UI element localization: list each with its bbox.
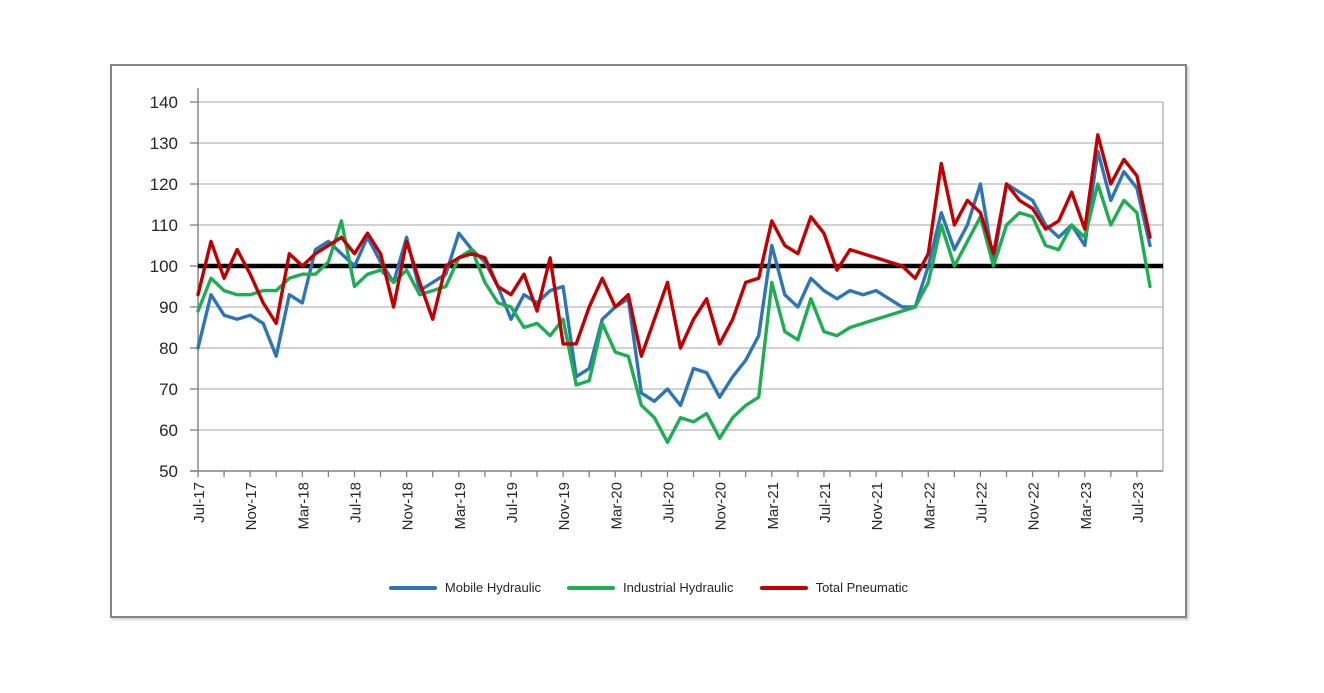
x-axis-label: Mar-20	[608, 482, 625, 530]
legend-line-swatch-mobile-hydraulic	[388, 585, 437, 590]
x-axis-label: Jul-18	[347, 482, 364, 523]
legend-label-mobile-hydraulic: Mobile Hydraulic	[444, 580, 542, 595]
legend-item-industrial-hydraulic: Industrial Hydraulic	[567, 580, 734, 595]
y-axis-label: 120	[150, 175, 178, 194]
x-axis-label: Nov-19	[556, 482, 573, 530]
series-line-industrial-hydraulic	[196, 182, 1152, 444]
x-axis-label: Nov-21	[869, 482, 886, 530]
x-axis-label: Nov-17	[243, 482, 260, 530]
y-axis-label: 50	[159, 462, 178, 481]
y-axis-label: 100	[150, 257, 178, 276]
y-axis-label: 130	[150, 134, 178, 153]
legend-line-swatch-total-pneumatic	[759, 585, 808, 590]
legend-label-industrial-hydraulic: Industrial Hydraulic	[623, 580, 734, 595]
y-axis-label: 70	[159, 380, 178, 399]
chart-frame: 50 60 70 80 90 100 110 120 130 140 Jul-17 Nov-17 Mar…	[110, 64, 1187, 618]
legend-line-swatch-industrial-hydraulic	[567, 585, 616, 590]
legend-item-total-pneumatic: Total Pneumatic	[759, 580, 909, 595]
x-axis-label: Nov-22	[1026, 482, 1043, 530]
legend-item-mobile-hydraulic: Mobile Hydraulic	[388, 580, 542, 595]
x-axis-label: Jul-23	[1130, 482, 1147, 523]
series-line-total-pneumatic	[196, 133, 1152, 358]
x-axis-label: Mar-22	[921, 482, 938, 530]
x-axis-label: Mar-21	[765, 482, 782, 530]
x-axis-label: Jul-21	[817, 482, 834, 523]
y-axis-label: 80	[159, 339, 178, 358]
x-axis-label: Jul-20	[660, 482, 677, 523]
x-axis-label: Mar-18	[295, 482, 312, 530]
x-axis-label: Nov-18	[400, 482, 417, 530]
x-axis-label: Nov-20	[713, 482, 730, 530]
x-axis-label: Jul-17	[191, 482, 208, 523]
y-axis-label: 90	[159, 298, 178, 317]
y-axis-label: 140	[150, 93, 178, 112]
x-axis-label: Mar-23	[1078, 482, 1095, 530]
line-chart-plot-area: 50 60 70 80 90 100 110 120 130 140 Jul-17 Nov-17 Mar…	[150, 88, 1164, 530]
x-axis-label: Jul-22	[973, 482, 990, 523]
y-axis-label: 110	[151, 216, 178, 235]
chart-legend: Mobile Hydraulic Industrial Hydraulic Tota…	[112, 580, 1185, 595]
x-axis-label: Mar-19	[452, 482, 469, 530]
legend-label-total-pneumatic: Total Pneumatic	[815, 580, 909, 595]
y-axis-label: 60	[159, 421, 178, 440]
x-axis-label: Jul-19	[504, 482, 521, 523]
